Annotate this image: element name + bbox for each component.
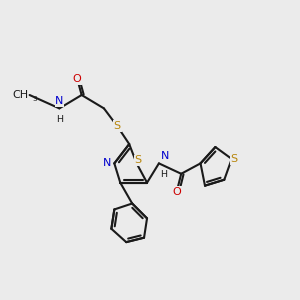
Text: O: O [73, 74, 82, 84]
Text: S: S [114, 121, 121, 131]
Text: N: N [102, 158, 111, 168]
Text: N: N [55, 96, 64, 106]
Text: CH: CH [12, 90, 28, 100]
Text: N: N [160, 151, 169, 161]
Text: H: H [56, 115, 63, 124]
Text: S: S [134, 155, 142, 165]
Text: 3: 3 [33, 96, 37, 102]
Text: H: H [160, 170, 167, 179]
Text: S: S [231, 154, 238, 164]
Text: O: O [172, 187, 181, 196]
